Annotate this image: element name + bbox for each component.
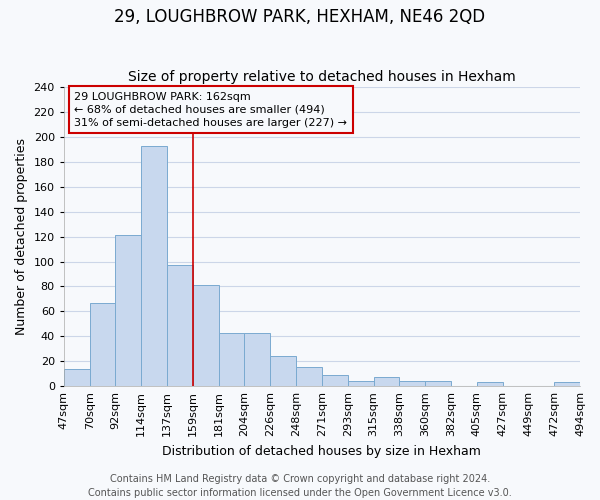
Bar [477, 382, 503, 386]
Bar [296, 368, 322, 386]
Bar [554, 382, 580, 386]
Bar [425, 381, 451, 386]
Bar [322, 375, 348, 386]
Bar [193, 285, 218, 386]
Bar [270, 356, 296, 386]
Title: Size of property relative to detached houses in Hexham: Size of property relative to detached ho… [128, 70, 516, 85]
Text: 29, LOUGHBROW PARK, HEXHAM, NE46 2QD: 29, LOUGHBROW PARK, HEXHAM, NE46 2QD [115, 8, 485, 26]
Bar [167, 266, 193, 386]
Y-axis label: Number of detached properties: Number of detached properties [15, 138, 28, 335]
Bar [348, 381, 374, 386]
Bar [64, 368, 89, 386]
X-axis label: Distribution of detached houses by size in Hexham: Distribution of detached houses by size … [163, 444, 481, 458]
Bar [374, 378, 400, 386]
Text: Contains HM Land Registry data © Crown copyright and database right 2024.
Contai: Contains HM Land Registry data © Crown c… [88, 474, 512, 498]
Bar [400, 381, 425, 386]
Bar [244, 332, 270, 386]
Bar [115, 236, 141, 386]
Bar [89, 302, 115, 386]
Bar [141, 146, 167, 386]
Text: 29 LOUGHBROW PARK: 162sqm
← 68% of detached houses are smaller (494)
31% of semi: 29 LOUGHBROW PARK: 162sqm ← 68% of detac… [74, 92, 347, 128]
Bar [218, 332, 244, 386]
